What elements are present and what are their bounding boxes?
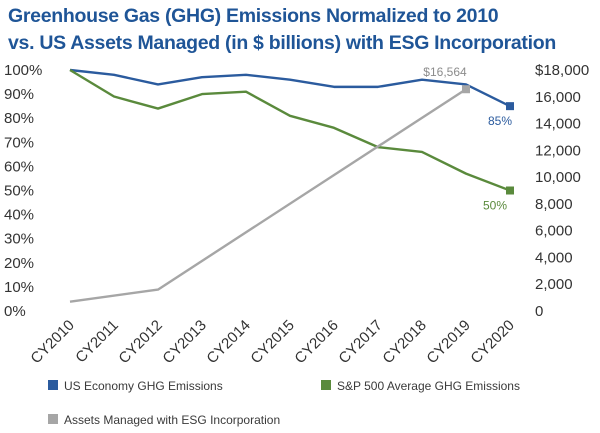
y-left-tick-label: 0% xyxy=(4,303,26,320)
legend-label: S&P 500 Average GHG Emissions xyxy=(337,379,520,393)
y-right-tick-label: 2,000 xyxy=(535,276,573,293)
series-end-label: 85% xyxy=(488,114,512,128)
y-right-tick-label: 8,000 xyxy=(535,196,573,213)
legend-label: Assets Managed with ESG Incorporation xyxy=(64,413,280,427)
x-category-label: CY2015 xyxy=(247,317,297,367)
series-line xyxy=(69,68,511,108)
y-right-tick-label: 6,000 xyxy=(535,223,573,240)
legend-swatch xyxy=(321,380,331,390)
y-left-tick-label: 20% xyxy=(4,255,34,272)
y-right-tick-label: $18,000 xyxy=(535,62,589,79)
y-right-tick-label: 4,000 xyxy=(535,249,573,266)
y-right-tick-label: 14,000 xyxy=(535,116,581,133)
series-line xyxy=(69,68,511,192)
x-category-label: CY2019 xyxy=(423,317,473,367)
y-left-tick-label: 10% xyxy=(4,279,34,296)
y-left-tick-label: 60% xyxy=(4,158,34,175)
y-left-tick-label: 90% xyxy=(4,86,34,103)
x-category-label: CY2017 xyxy=(335,317,385,367)
series-end-label: $16,564 xyxy=(423,65,467,79)
x-category-label: CY2014 xyxy=(203,317,253,367)
series-line xyxy=(69,88,467,303)
y-left-tick-label: 40% xyxy=(4,207,34,224)
series-end-marker xyxy=(506,102,514,111)
y-left-tick-label: 30% xyxy=(4,231,34,248)
series-end-marker xyxy=(506,186,514,195)
x-category-label: CY2020 xyxy=(467,317,517,367)
legend-swatch xyxy=(48,380,58,390)
y-right-tick-label: 16,000 xyxy=(535,89,581,106)
y-left-tick-label: 100% xyxy=(4,62,42,79)
legend-swatch xyxy=(48,414,58,424)
series-layer xyxy=(69,68,514,303)
axes-layer: 0% 10% 20% 30% 40% 50% 60% 70% 80% 90% 100% 0 2,000 4… xyxy=(4,62,589,367)
label-layer: 85% 50% $16,564 xyxy=(423,65,512,212)
chart-title-line-2: vs. US Assets Managed (in $ billions) wi… xyxy=(8,32,556,54)
y-left-tick-label: 50% xyxy=(4,183,34,200)
x-category-label: CY2018 xyxy=(379,317,429,367)
chart-title: Greenhouse Gas (GHG) Emissions Normalize… xyxy=(8,3,598,57)
series-end-label: 50% xyxy=(483,199,507,213)
y-right-tick-label: 12,000 xyxy=(535,142,581,159)
legend: US Economy GHG Emissions S&P 500 Average … xyxy=(48,379,520,427)
legend-label: US Economy GHG Emissions xyxy=(64,379,223,393)
y-right-tick-label: 10,000 xyxy=(535,169,581,186)
x-category-label: CY2013 xyxy=(159,317,209,367)
chart-title-line-1: Greenhouse Gas (GHG) Emissions Normalize… xyxy=(8,5,499,27)
y-left-tick-label: 70% xyxy=(4,134,34,151)
x-category-label: CY2011 xyxy=(72,317,122,367)
x-category-label: CY2016 xyxy=(291,317,341,367)
series-end-marker xyxy=(462,85,470,94)
y-right-tick-label: 0 xyxy=(535,303,543,320)
x-category-label: CY2012 xyxy=(115,317,165,367)
x-category-label: CY2010 xyxy=(27,317,77,367)
y-left-tick-label: 80% xyxy=(4,110,34,127)
